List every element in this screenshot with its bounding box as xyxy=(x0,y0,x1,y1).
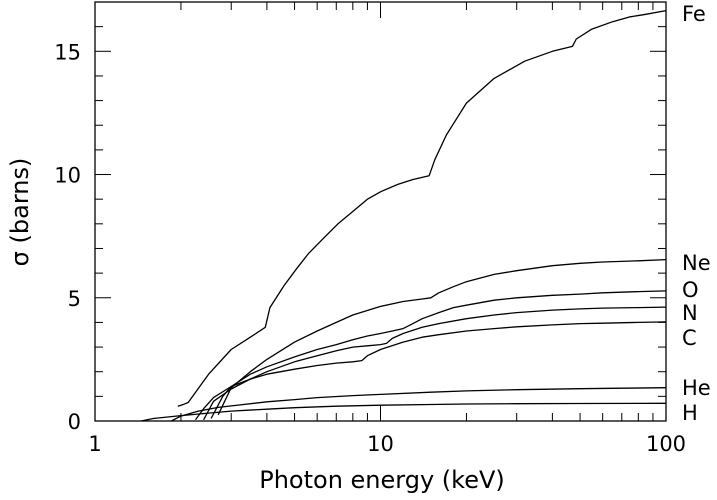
y-tick-label: 0 xyxy=(68,410,81,434)
series-label-he: He xyxy=(682,376,711,400)
x-tick-label: 1 xyxy=(88,432,101,456)
axes xyxy=(94,1,667,422)
curve-o xyxy=(210,290,667,419)
ticks xyxy=(94,1,667,422)
curve-h xyxy=(140,402,667,422)
series-label-ne: Ne xyxy=(682,251,711,275)
plot-frame xyxy=(94,1,667,422)
y-tick-label: 5 xyxy=(68,287,81,311)
series-label-o: O xyxy=(682,278,699,302)
series-label-h: H xyxy=(682,401,698,425)
curve-n xyxy=(203,306,667,421)
series-label-fe: Fe xyxy=(682,2,706,26)
x-tick-label: 10 xyxy=(367,432,394,456)
x-tick-label: 100 xyxy=(646,432,686,456)
y-axis-label: σ (barns) xyxy=(6,158,34,267)
series-labels: Fe Ne ONC HeH xyxy=(682,2,711,425)
series-label-c: C xyxy=(682,326,697,350)
y-tick-label: 15 xyxy=(54,40,81,64)
series-label-n: N xyxy=(682,301,698,325)
curve-ne xyxy=(217,258,667,416)
curve-he xyxy=(171,387,667,422)
curves xyxy=(140,9,667,422)
tick-labels: 1 10 100 0 5 10 15 xyxy=(54,40,686,456)
curve-fe xyxy=(177,9,667,407)
curve-c xyxy=(194,321,667,421)
x-axis-label: Photon energy (keV) xyxy=(259,466,505,494)
y-tick-label: 10 xyxy=(54,164,81,188)
